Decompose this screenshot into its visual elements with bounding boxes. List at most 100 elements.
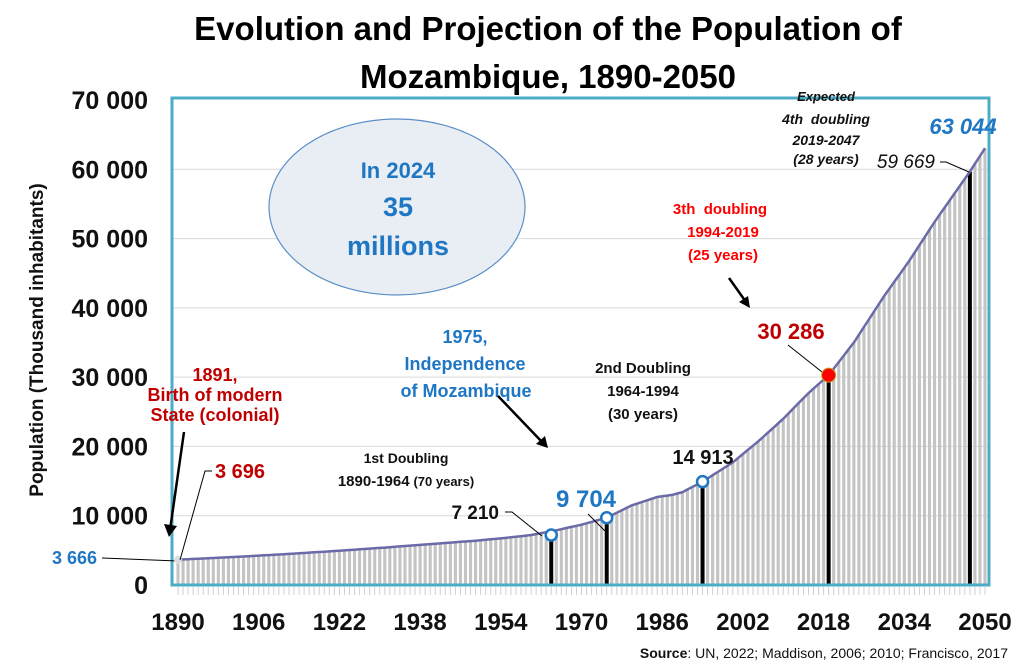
chart-title-line-1: Evolution and Projection of the Populati…	[194, 10, 903, 47]
bar-2020	[832, 368, 836, 585]
y-tick-label: 30 000	[72, 364, 148, 392]
birth-state-line-3: State (colonial)	[150, 405, 279, 425]
bar-1962	[539, 533, 543, 585]
independence-line-2: Independence	[404, 354, 525, 374]
bar-2036	[912, 252, 916, 586]
bar-1890	[176, 559, 180, 585]
bar-1930	[378, 547, 382, 585]
bar-1955	[504, 537, 508, 585]
bar-2026	[862, 327, 866, 585]
bar-1972	[590, 521, 594, 585]
bar-1936	[408, 545, 412, 585]
bar-1977	[615, 512, 619, 585]
bar-2039	[927, 229, 932, 585]
bubble-line-1: In 2024	[361, 158, 436, 183]
bar-2018	[822, 379, 826, 585]
bar-1909	[272, 554, 276, 585]
bar-1939	[423, 544, 427, 585]
leader-2047	[940, 161, 970, 173]
bar-1970	[579, 524, 584, 585]
bubble-line-3: millions	[347, 231, 449, 261]
third-doubling-line-3: (25 years)	[688, 247, 758, 264]
bar-1942	[438, 543, 442, 585]
bar-2043	[948, 200, 952, 585]
independence-line-1: 1975,	[442, 327, 487, 347]
bar-2035	[907, 260, 911, 585]
x-tick-label: 2034	[878, 609, 932, 636]
bar-1959	[524, 535, 528, 585]
bar-1901	[231, 557, 236, 585]
bar-1919	[322, 551, 326, 585]
data-label-2019: 30 286	[757, 319, 824, 344]
bar-2023	[847, 349, 851, 585]
bar-1929	[373, 548, 377, 585]
third-doubling-line-1: 3th doubling	[673, 201, 767, 218]
x-tick-label: 1986	[636, 609, 689, 636]
bar-1954	[499, 538, 503, 585]
fourth-doubling-line-2: 4th doubling	[781, 111, 870, 127]
y-tick-label: 0	[134, 572, 148, 600]
bar-2016	[811, 388, 816, 585]
bar-1944	[448, 542, 452, 585]
y-tick-label: 20 000	[72, 433, 148, 461]
leader-1891	[179, 470, 212, 561]
bar-2024	[852, 342, 856, 585]
bar-1923	[342, 550, 347, 585]
bar-1983	[645, 500, 649, 585]
bar-1965	[554, 530, 558, 585]
data-label-2050: 63 044	[929, 114, 996, 139]
first-doubling-line-1: 1st Doubling	[364, 450, 449, 466]
bar-1976	[610, 515, 614, 585]
leader-1964	[505, 511, 543, 537]
bar-1949	[474, 540, 478, 585]
bar-1907	[262, 555, 266, 585]
leader-1975	[587, 513, 606, 532]
bar-1899	[221, 557, 225, 585]
highlight-bar-2019	[826, 375, 831, 585]
bar-1906	[257, 555, 261, 585]
second-doubling-line-2: 1964-1994	[607, 383, 679, 400]
highlight-bar-2047	[967, 171, 972, 585]
bar-1896	[206, 558, 210, 585]
bar-1900	[226, 557, 231, 585]
bar-1935	[403, 546, 407, 585]
chart-title-line-2: Mozambique, 1890-2050	[360, 58, 736, 95]
bar-1932	[388, 547, 392, 585]
bar-2009	[776, 423, 780, 585]
bar-2000	[731, 462, 735, 585]
data-label-2047: 59 669	[877, 152, 936, 173]
bar-1960	[529, 535, 533, 585]
third-doubling-arrow	[727, 277, 748, 303]
independence-line-3: of Mozambique	[401, 381, 532, 401]
bar-1979	[625, 507, 629, 585]
leader-1890	[101, 557, 179, 562]
bar-1988	[670, 494, 674, 585]
bar-1992	[690, 486, 695, 585]
data-label-1891: 3 696	[215, 461, 265, 483]
x-tick-label: 1970	[555, 609, 608, 636]
bar-1991	[685, 489, 689, 585]
bar-2006	[761, 437, 765, 585]
bar-2002	[741, 454, 745, 585]
bar-1943	[443, 542, 447, 585]
bar-1993	[695, 484, 700, 585]
bar-2003	[746, 449, 750, 585]
bar-2049	[978, 155, 982, 585]
source-label: Source	[640, 645, 688, 661]
bar-1948	[468, 541, 473, 585]
bar-1891	[181, 559, 185, 585]
bar-1902	[236, 556, 241, 585]
bar-1911	[282, 554, 286, 585]
second-doubling-line-3: (30 years)	[608, 406, 678, 423]
bar-2042	[943, 207, 947, 585]
x-tick-label: 1890	[151, 609, 204, 636]
bar-2028	[872, 311, 876, 585]
bar-2045	[958, 185, 962, 585]
bar-1963	[544, 532, 548, 585]
bar-2005	[756, 441, 760, 585]
independence-arrowhead	[536, 436, 548, 448]
bar-1894	[196, 558, 200, 585]
bar-1999	[726, 465, 730, 585]
bar-2001	[736, 458, 740, 585]
bar-2041	[938, 214, 942, 585]
